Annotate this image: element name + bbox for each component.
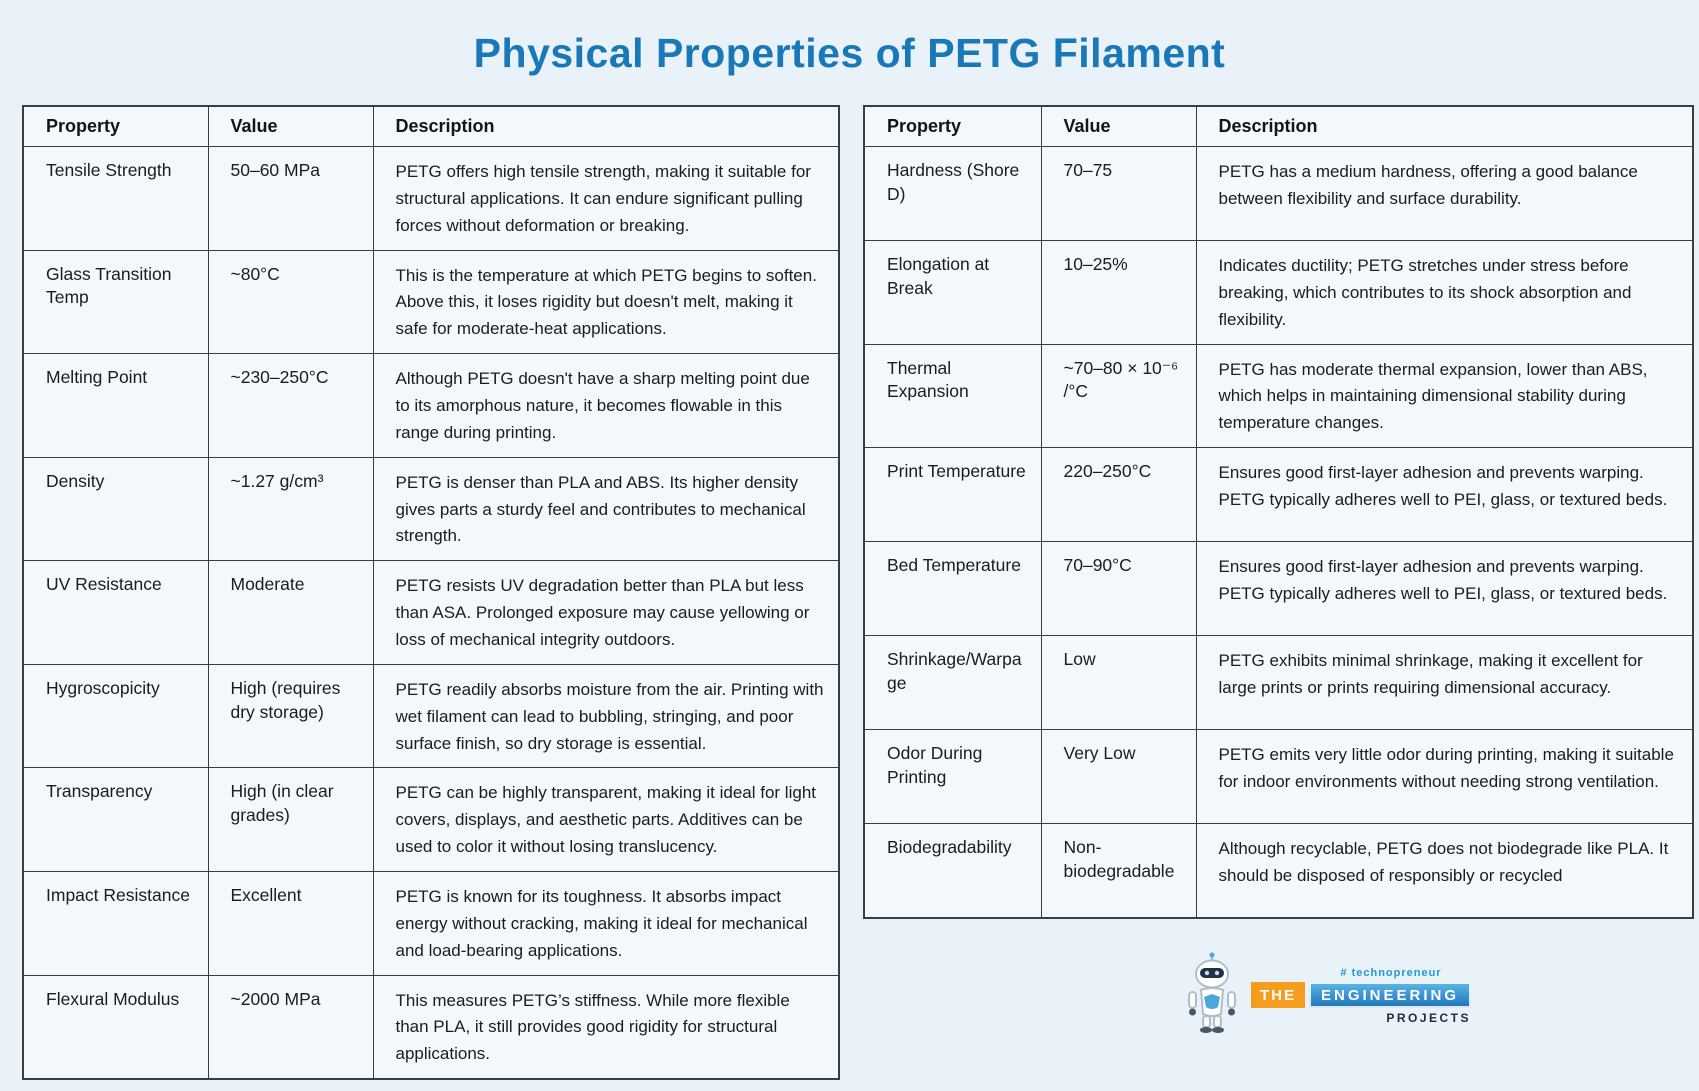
description-cell: Ensures good first-layer adhesion and pr… [1195, 447, 1694, 543]
table-row: Transparency High (in clear grades) PETG c… [22, 767, 840, 873]
description-cell: Although recyclable, PETG does not biode… [1195, 823, 1694, 919]
column-header-description: Description [372, 105, 840, 147]
table-row: Impact Resistance Excellent PETG is known … [22, 871, 840, 976]
table-row: Flexural Modulus ~2000 MPa This measures P… [22, 974, 840, 1080]
property-cell: Shrinkage/Warpage [863, 635, 1042, 731]
property-cell: Hygroscopicity [22, 663, 209, 769]
property-cell: Odor During Printing [863, 729, 1042, 825]
value-cell: High (requires dry storage) [207, 663, 374, 769]
table-row: Tensile Strength 50–60 MPa PETG offers hig… [22, 146, 840, 251]
property-cell: UV Resistance [22, 560, 209, 665]
value-cell: 50–60 MPa [207, 146, 374, 251]
table-row: UV Resistance Moderate PETG resists UV deg… [22, 560, 840, 665]
description-cell: PETG has a medium hardness, offering a g… [1195, 146, 1694, 241]
description-cell: PETG exhibits minimal shrinkage, making … [1195, 635, 1694, 731]
logo-word-the: THE [1251, 981, 1305, 1008]
property-cell: Print Temperature [863, 447, 1042, 543]
table-row: Print Temperature 220–250°C Ensures good f… [863, 447, 1694, 543]
column-header-property: Property [22, 105, 209, 147]
petg-properties-table-left: Property Value Description Tensile Stren… [22, 105, 840, 1081]
value-cell: Very Low [1040, 729, 1197, 825]
table-row: Hardness (Shore D) 70–75 PETG has a medium… [863, 146, 1694, 241]
property-cell: Hardness (Shore D) [863, 146, 1042, 241]
column-header-property: Property [863, 105, 1042, 147]
description-cell: PETG offers high tensile strength, makin… [372, 146, 840, 251]
value-cell: Non-biodegradable [1040, 823, 1197, 919]
table-row: Hygroscopicity High (requires dry storage… [22, 663, 840, 769]
value-cell: High (in clear grades) [207, 767, 374, 873]
description-cell: PETG readily absorbs moisture from the a… [372, 663, 840, 769]
value-cell: 10–25% [1040, 240, 1197, 345]
logo-word-projects: PROJECTS [1386, 1010, 1472, 1025]
property-cell: Flexural Modulus [22, 974, 209, 1080]
petg-properties-table-right: Property Value Description Hardness (Sho… [863, 105, 1694, 919]
property-cell: Biodegradability [863, 823, 1042, 919]
logo-bar: THE ENGINEERING [1251, 981, 1472, 1008]
robot-mascot-icon [1183, 952, 1241, 1039]
description-cell: PETG has moderate thermal expansion, low… [1195, 343, 1694, 449]
value-cell: Excellent [207, 871, 374, 976]
column-header-value: Value [207, 105, 374, 147]
value-cell: 70–90°C [1040, 541, 1197, 637]
brand-logo: # technopreneur THE ENGINEERING PROJECTS [1183, 952, 1472, 1039]
description-cell: This is the temperature at which PETG be… [372, 249, 840, 355]
table-header-row: Property Value Description [863, 105, 1694, 147]
description-cell: This measures PETG’s stiffness. While mo… [372, 974, 840, 1080]
table-row: Shrinkage/Warpage Low PETG exhibits minima… [863, 635, 1694, 731]
description-cell: PETG is known for its toughness. It abso… [372, 871, 840, 976]
value-cell: Moderate [207, 560, 374, 665]
property-cell: Melting Point [22, 353, 209, 458]
brand-logo-text: # technopreneur THE ENGINEERING PROJECTS [1251, 966, 1472, 1025]
value-cell: ~1.27 g/cm³ [207, 456, 374, 562]
table-row: Odor During Printing Very Low PETG emits v… [863, 729, 1694, 825]
value-cell: 70–75 [1040, 146, 1197, 241]
value-cell: ~2000 MPa [207, 974, 374, 1080]
property-cell: Transparency [22, 767, 209, 873]
table-row: Thermal Expansion ~70–80 × 10⁻⁶ /°C PETG h… [863, 343, 1694, 449]
table-row: Density ~1.27 g/cm³ PETG is denser than PL… [22, 456, 840, 562]
table-row: Glass Transition Temp ~80°C This is the te… [22, 249, 840, 355]
property-cell: Density [22, 456, 209, 562]
logo-hashtag-tagline: # technopreneur [1340, 966, 1442, 979]
property-cell: Bed Temperature [863, 541, 1042, 637]
logo-word-engineering: ENGINEERING [1309, 981, 1472, 1008]
table-row: Bed Temperature 70–90°C Ensures good first… [863, 541, 1694, 637]
table-row: Biodegradability Non-biodegradable Althoug… [863, 823, 1694, 919]
property-cell: Glass Transition Temp [22, 249, 209, 355]
property-cell: Tensile Strength [22, 146, 209, 251]
description-cell: Although PETG doesn't have a sharp melti… [372, 353, 840, 458]
column-header-value: Value [1040, 105, 1197, 147]
value-cell: Low [1040, 635, 1197, 731]
value-cell: ~70–80 × 10⁻⁶ /°C [1040, 343, 1197, 449]
value-cell: ~230–250°C [207, 353, 374, 458]
description-cell: PETG is denser than PLA and ABS. Its hig… [372, 456, 840, 562]
table-header-row: Property Value Description [22, 105, 840, 147]
description-cell: Ensures good first-layer adhesion and pr… [1195, 541, 1694, 637]
value-cell: 220–250°C [1040, 447, 1197, 543]
description-cell: PETG can be highly transparent, making i… [372, 767, 840, 873]
description-cell: Indicates ductility; PETG stretches unde… [1195, 240, 1694, 345]
description-cell: PETG emits very little odor during print… [1195, 729, 1694, 825]
page-title: Physical Properties of PETG Filament [473, 30, 1226, 76]
property-cell: Impact Resistance [22, 871, 209, 976]
property-cell: Elongation at Break [863, 240, 1042, 345]
description-cell: PETG resists UV degradation better than … [372, 560, 840, 665]
column-header-description: Description [1195, 105, 1694, 147]
property-cell: Thermal Expansion [863, 343, 1042, 449]
table-row: Elongation at Break 10–25% Indicates ducti… [863, 240, 1694, 345]
value-cell: ~80°C [207, 249, 374, 355]
table-row: Melting Point ~230–250°C Although PETG doe… [22, 353, 840, 458]
